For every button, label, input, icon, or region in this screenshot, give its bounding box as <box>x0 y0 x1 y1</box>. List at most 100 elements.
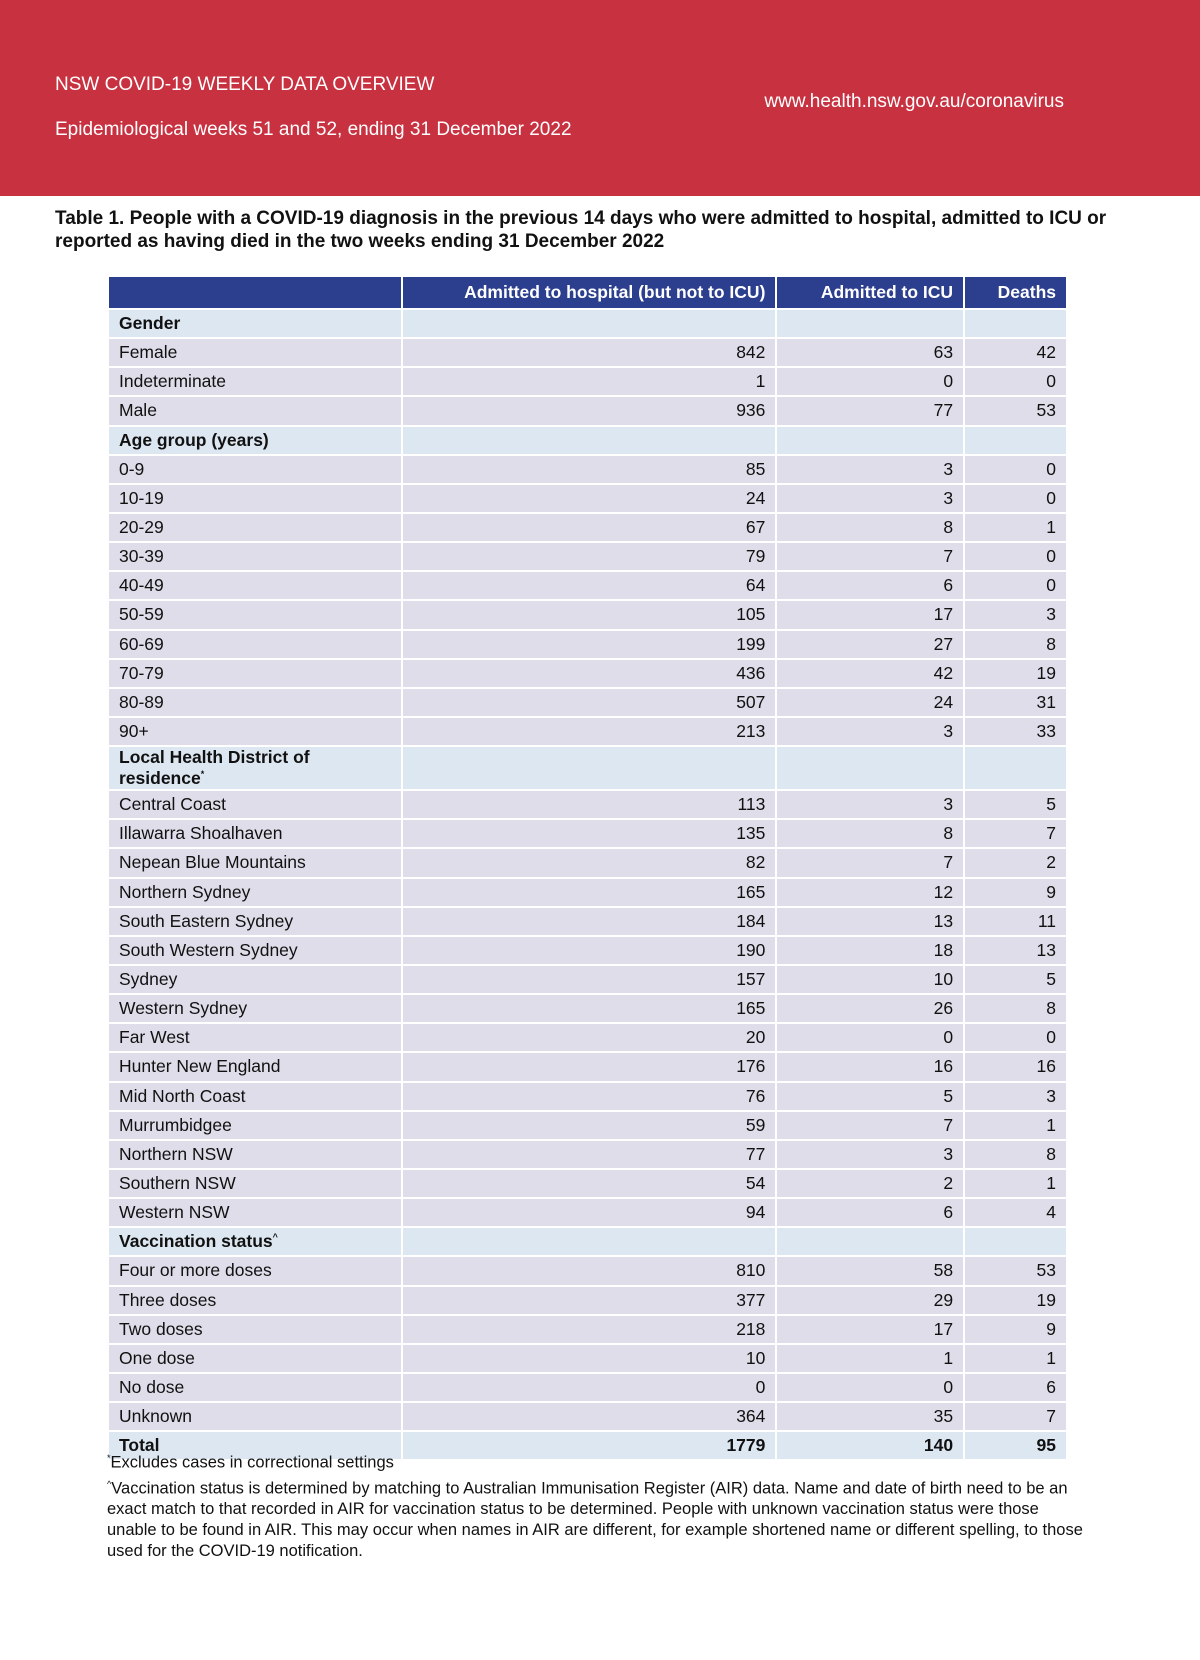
hospital-value: 377 <box>401 1284 778 1316</box>
table-row: No dose 0 0 6 <box>106 1371 1068 1404</box>
icu-value: 77 <box>775 395 966 427</box>
table-row: Indeterminate 1 0 0 <box>106 366 1068 398</box>
table-row: One dose 10 1 1 <box>106 1342 1068 1374</box>
hospital-value: 82 <box>401 847 778 879</box>
table-row: Northern NSW 77 3 8 <box>106 1138 1068 1170</box>
table-row: 60-69 199 27 8 <box>106 628 1068 660</box>
hospital-value: 165 <box>401 993 778 1025</box>
row-label: Two doses <box>106 1313 404 1345</box>
table-row: Nepean Blue Mountains 82 7 2 <box>106 847 1068 879</box>
table-row: Southern NSW 54 2 1 <box>106 1167 1068 1200</box>
empty-cell <box>963 745 1068 792</box>
hospital-value: 1 <box>401 366 778 398</box>
empty-cell <box>401 307 778 340</box>
footnote-text: Excludes cases in correctional settings <box>110 1453 394 1472</box>
icu-value: 0 <box>775 366 966 398</box>
icu-value: 3 <box>775 715 966 748</box>
deaths-value: 5 <box>963 789 1068 821</box>
hospital-value: 165 <box>401 876 778 908</box>
icu-value: 7 <box>775 847 966 879</box>
deaths-value: 0 <box>963 570 1068 602</box>
hospital-value: 24 <box>401 482 778 514</box>
icu-value: 0 <box>775 1371 966 1404</box>
report-title: NSW COVID-19 WEEKLY DATA OVERVIEW <box>55 74 435 95</box>
icu-value: 6 <box>775 570 966 602</box>
table-row: 50-59 105 17 3 <box>106 599 1068 631</box>
empty-cell <box>401 424 778 456</box>
table-row: Illawarra Shoalhaven 135 8 7 <box>106 818 1068 850</box>
hospital-value: 94 <box>401 1197 778 1229</box>
row-label: Western Sydney <box>106 993 404 1025</box>
icu-value: 140 <box>775 1430 966 1462</box>
deaths-value: 1 <box>963 1109 1068 1141</box>
icu-value: 8 <box>775 818 966 850</box>
row-label: Illawarra Shoalhaven <box>106 818 404 850</box>
hospital-value: 218 <box>401 1313 778 1345</box>
deaths-value: 3 <box>963 1080 1068 1112</box>
hospital-value: 176 <box>401 1051 778 1083</box>
deaths-value: 19 <box>963 657 1068 689</box>
icu-value: 27 <box>775 628 966 660</box>
row-label: Indeterminate <box>106 366 404 398</box>
column-header: Admitted to hospital (but not to ICU) <box>401 275 778 310</box>
footnote-mark: ^ <box>107 1478 112 1489</box>
empty-cell <box>963 424 1068 456</box>
empty-cell <box>775 745 966 792</box>
table-row: Mid North Coast 76 5 3 <box>106 1080 1068 1112</box>
section-header-row: Age group (years) <box>106 424 1068 456</box>
row-label: 40-49 <box>106 570 404 602</box>
column-header: Admitted to ICU <box>775 275 966 310</box>
deaths-value: 7 <box>963 1401 1068 1433</box>
row-label: No dose <box>106 1371 404 1404</box>
footnote-mark: ^ <box>272 1232 278 1243</box>
hospital-value: 77 <box>401 1138 778 1170</box>
icu-value: 5 <box>775 1080 966 1112</box>
hospital-value: 199 <box>401 628 778 660</box>
icu-value: 10 <box>775 963 966 996</box>
row-label: 70-79 <box>106 657 404 689</box>
hospital-value: 64 <box>401 570 778 602</box>
table-row: Central Coast 113 3 5 <box>106 789 1068 821</box>
header-banner: NSW COVID-19 WEEKLY DATA OVERVIEW Epidem… <box>0 0 1200 196</box>
section-label-text: Age group (years) <box>119 429 269 450</box>
footnote: *Excludes cases in correctional settings <box>107 1448 1087 1474</box>
hospital-value: 79 <box>401 541 778 573</box>
deaths-value: 8 <box>963 628 1068 660</box>
deaths-value: 42 <box>963 337 1068 369</box>
section-header-row: Local Health District of residence* <box>106 745 1068 792</box>
deaths-value: 95 <box>963 1430 1068 1462</box>
deaths-value: 13 <box>963 934 1068 966</box>
table-row: Far West 20 0 0 <box>106 1022 1068 1054</box>
icu-value: 0 <box>775 1022 966 1054</box>
deaths-value: 53 <box>963 1255 1068 1287</box>
icu-value: 6 <box>775 1197 966 1229</box>
icu-value: 26 <box>775 993 966 1025</box>
deaths-value: 19 <box>963 1284 1068 1316</box>
row-label: Far West <box>106 1022 404 1054</box>
table-row: 80-89 507 24 31 <box>106 686 1068 718</box>
empty-cell <box>963 1226 1068 1258</box>
footnotes: *Excludes cases in correctional settings… <box>107 1448 1087 1562</box>
row-label: 10-19 <box>106 482 404 514</box>
hospital-value: 436 <box>401 657 778 689</box>
table-row: Three doses 377 29 19 <box>106 1284 1068 1316</box>
row-label: Total <box>106 1430 404 1462</box>
deaths-value: 11 <box>963 905 1068 937</box>
table-row: Two doses 218 17 9 <box>106 1313 1068 1345</box>
table-row: Hunter New England 176 16 16 <box>106 1051 1068 1083</box>
deaths-value: 0 <box>963 366 1068 398</box>
section-label: Gender <box>106 307 404 340</box>
deaths-value: 7 <box>963 818 1068 850</box>
row-label: Northern Sydney <box>106 876 404 908</box>
hospital-value: 20 <box>401 1022 778 1054</box>
row-label: Murrumbidgee <box>106 1109 404 1141</box>
deaths-value: 8 <box>963 993 1068 1025</box>
deaths-value: 0 <box>963 453 1068 485</box>
table-row: South Western Sydney 190 18 13 <box>106 934 1068 966</box>
deaths-value: 2 <box>963 847 1068 879</box>
icu-value: 3 <box>775 789 966 821</box>
deaths-value: 0 <box>963 482 1068 514</box>
website-link[interactable]: www.health.nsw.gov.au/coronavirus <box>764 91 1064 112</box>
row-label: Three doses <box>106 1284 404 1316</box>
hospital-value: 67 <box>401 511 778 544</box>
